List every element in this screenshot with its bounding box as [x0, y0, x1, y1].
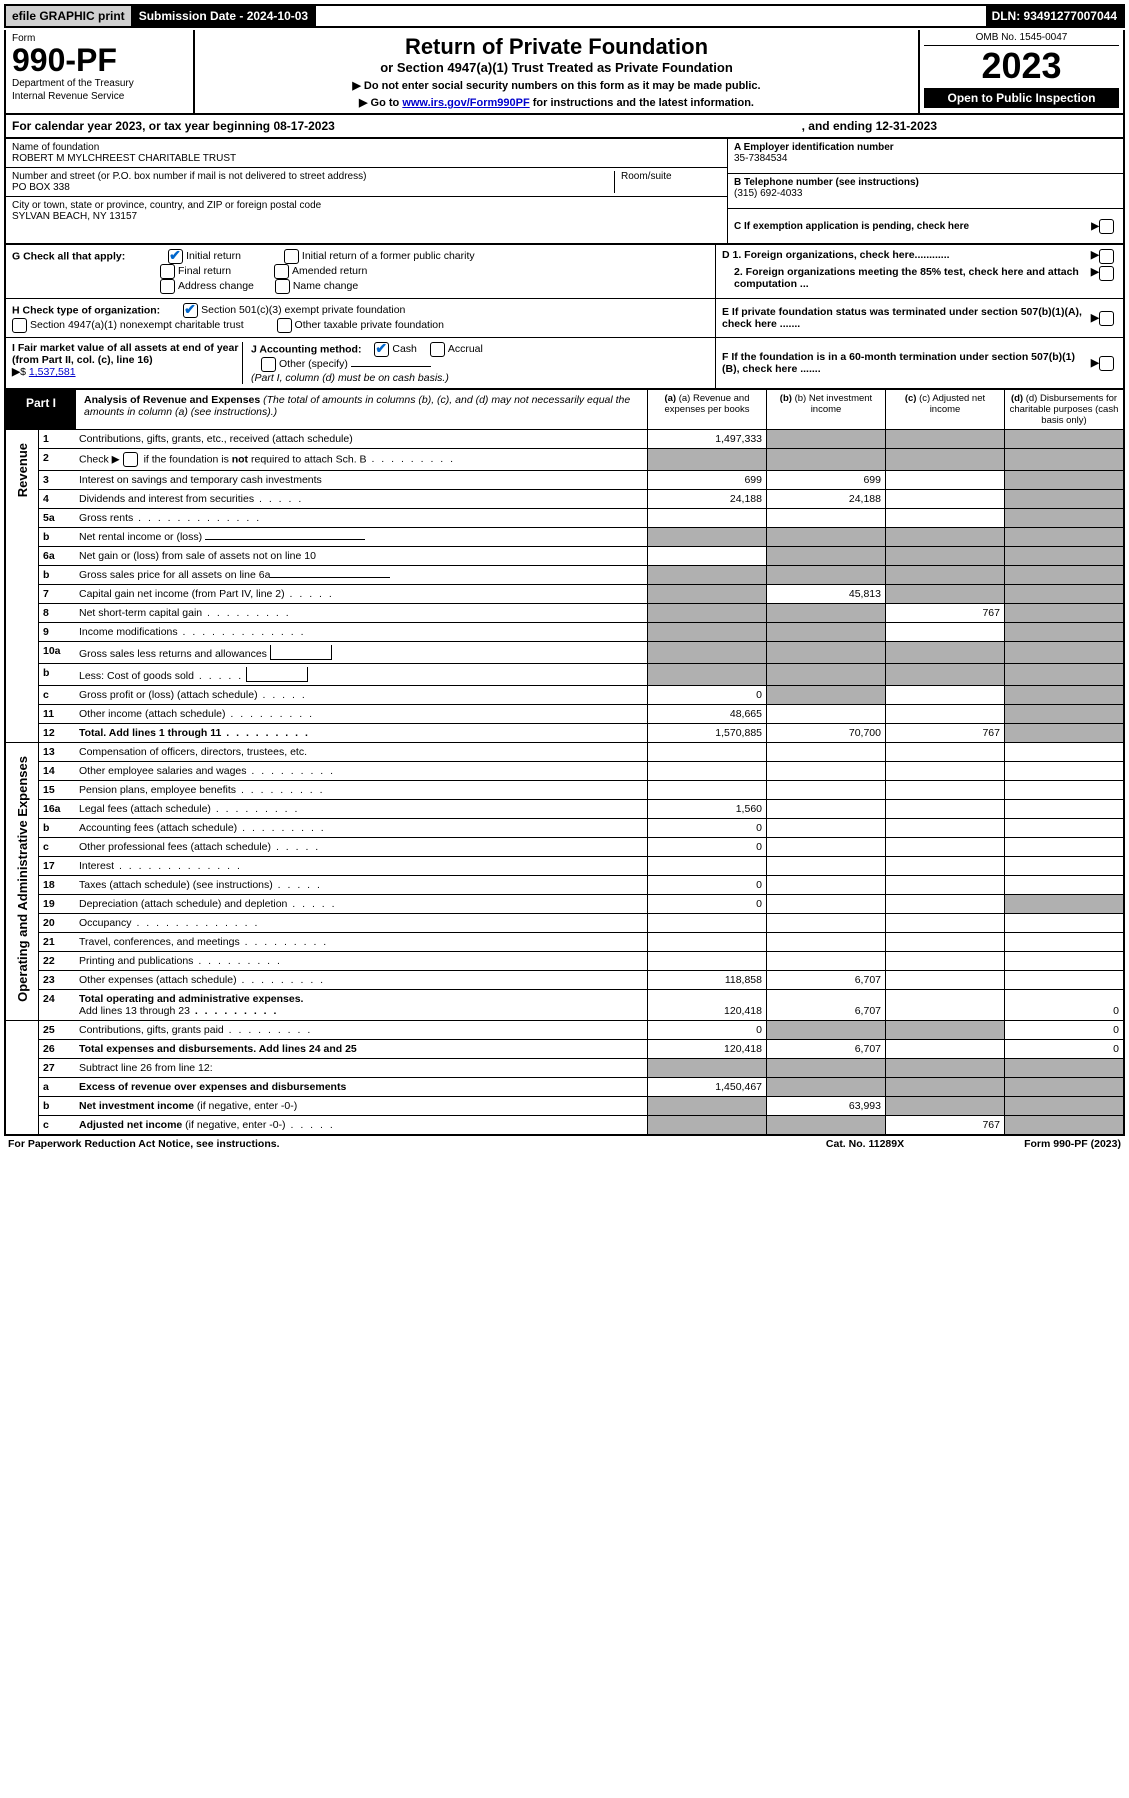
g-initial-return[interactable]	[168, 249, 183, 264]
table-row: 17Interest	[5, 857, 1124, 876]
g-name-change[interactable]	[275, 279, 290, 294]
table-row: 5aGross rents	[5, 509, 1124, 528]
table-row: 18Taxes (attach schedule) (see instructi…	[5, 876, 1124, 895]
form-header: Form 990-PF Department of the Treasury I…	[4, 30, 1125, 115]
table-row: 20Occupancy	[5, 914, 1124, 933]
dept-irs: Internal Revenue Service	[12, 91, 187, 102]
page-footer: For Paperwork Reduction Act Notice, see …	[4, 1136, 1125, 1152]
part1-table: Revenue 1Contributions, gifts, grants, e…	[4, 430, 1125, 1136]
ein-cell: A Employer identification number 35-7384…	[728, 139, 1123, 174]
j-other[interactable]	[261, 357, 276, 372]
col-a-header: (a) (a) Revenue and expenses per books	[647, 390, 766, 429]
col-c-header: (c) (c) Adjusted net income	[885, 390, 1004, 429]
g-initial-former[interactable]	[284, 249, 299, 264]
expenses-side-label: Operating and Administrative Expenses	[15, 746, 30, 1012]
instruction-2: ▶ Go to www.irs.gov/Form990PF for instru…	[203, 96, 910, 109]
table-row: 12Total. Add lines 1 through 11 1,570,88…	[5, 724, 1124, 743]
revenue-side-label: Revenue	[15, 433, 30, 507]
table-row: Revenue 1Contributions, gifts, grants, e…	[5, 430, 1124, 449]
open-public-badge: Open to Public Inspection	[924, 88, 1119, 108]
form-subtitle: or Section 4947(a)(1) Trust Treated as P…	[203, 60, 910, 75]
instruction-1: ▶ Do not enter social security numbers o…	[203, 79, 910, 92]
dept-treasury: Department of the Treasury	[12, 78, 187, 89]
col-b-header: (b) (b) Net investment income	[766, 390, 885, 429]
table-row: 15Pension plans, employee benefits	[5, 781, 1124, 800]
table-row: bAccounting fees (attach schedule) 0	[5, 819, 1124, 838]
table-row: 14Other employee salaries and wages	[5, 762, 1124, 781]
form-title: Return of Private Foundation	[203, 34, 910, 60]
tax-year: 2023	[924, 46, 1119, 86]
form990pf-link[interactable]: www.irs.gov/Form990PF	[402, 97, 529, 109]
address-cell: Number and street (or P.O. box number if…	[6, 168, 727, 197]
g-final-return[interactable]	[160, 264, 175, 279]
foundation-name-cell: Name of foundation ROBERT M MYLCHREEST C…	[6, 139, 727, 168]
cat-no: Cat. No. 11289X	[826, 1138, 904, 1150]
table-row: bLess: Cost of goods sold	[5, 664, 1124, 686]
form-ref: Form 990-PF (2023)	[1024, 1138, 1121, 1150]
table-row: cGross profit or (loss) (attach schedule…	[5, 686, 1124, 705]
g-amended-return[interactable]	[274, 264, 289, 279]
fmv-link[interactable]: 1,537,581	[29, 366, 76, 378]
table-row: 8Net short-term capital gain 767	[5, 604, 1124, 623]
paperwork-notice: For Paperwork Reduction Act Notice, see …	[8, 1138, 280, 1150]
top-bar: efile GRAPHIC print Submission Date - 20…	[4, 4, 1125, 28]
table-row: bNet investment income (if negative, ent…	[5, 1097, 1124, 1116]
form-number: 990-PF	[12, 44, 187, 76]
dln: DLN: 93491277007044	[986, 6, 1123, 26]
section-c: C If exemption application is pending, c…	[728, 209, 1123, 243]
table-row: 10aGross sales less returns and allowanc…	[5, 642, 1124, 664]
phone-cell: B Telephone number (see instructions) (3…	[728, 174, 1123, 209]
header-left: Form 990-PF Department of the Treasury I…	[6, 30, 195, 113]
j-cash[interactable]	[374, 342, 389, 357]
part1-label: Part I	[6, 390, 76, 429]
table-row: 26Total expenses and disbursements. Add …	[5, 1040, 1124, 1059]
part1-header: Part I Analysis of Revenue and Expenses …	[4, 390, 1125, 430]
table-row: 6aNet gain or (loss) from sale of assets…	[5, 547, 1124, 566]
header-right: OMB No. 1545-0047 2023 Open to Public In…	[918, 30, 1123, 113]
g-address-change[interactable]	[160, 279, 175, 294]
d1-checkbox[interactable]	[1099, 249, 1114, 264]
col-d-header: (d) (d) Disbursements for charitable pur…	[1004, 390, 1123, 429]
efile-print-button[interactable]: efile GRAPHIC print	[6, 6, 133, 26]
table-row: 11Other income (attach schedule) 48,665	[5, 705, 1124, 724]
table-row: cOther professional fees (attach schedul…	[5, 838, 1124, 857]
line2-checkbox[interactable]	[123, 452, 138, 467]
table-row: Operating and Administrative Expenses 13…	[5, 743, 1124, 762]
h-501c3[interactable]	[183, 303, 198, 318]
table-row: aExcess of revenue over expenses and dis…	[5, 1078, 1124, 1097]
h-4947a1[interactable]	[12, 318, 27, 333]
h-other-taxable[interactable]	[277, 318, 292, 333]
table-row: 2Check ▶ if the foundation is not requir…	[5, 449, 1124, 471]
calendar-year-row: For calendar year 2023, or tax year begi…	[4, 115, 1125, 139]
table-row: 24Total operating and administrative exp…	[5, 990, 1124, 1021]
table-row: 9Income modifications	[5, 623, 1124, 642]
j-accrual[interactable]	[430, 342, 445, 357]
entity-info: Name of foundation ROBERT M MYLCHREEST C…	[4, 139, 1125, 245]
table-row: 7Capital gain net income (from Part IV, …	[5, 585, 1124, 604]
city-cell: City or town, state or province, country…	[6, 197, 727, 225]
table-row: bNet rental income or (loss)	[5, 528, 1124, 547]
table-row: 19Depreciation (attach schedule) and dep…	[5, 895, 1124, 914]
part1-desc: Analysis of Revenue and Expenses (The to…	[76, 390, 647, 429]
e-checkbox[interactable]	[1099, 311, 1114, 326]
section-i-j-f: I Fair market value of all assets at end…	[4, 338, 1125, 390]
table-row: 16aLegal fees (attach schedule) 1,560	[5, 800, 1124, 819]
table-row: 21Travel, conferences, and meetings	[5, 933, 1124, 952]
table-row: 27Subtract line 26 from line 12:	[5, 1059, 1124, 1078]
table-row: bGross sales price for all assets on lin…	[5, 566, 1124, 585]
omb-number: OMB No. 1545-0047	[924, 32, 1119, 46]
table-row: 22Printing and publications	[5, 952, 1124, 971]
table-row: 3Interest on savings and temporary cash …	[5, 471, 1124, 490]
d2-checkbox[interactable]	[1099, 266, 1114, 281]
table-row: cAdjusted net income (if negative, enter…	[5, 1116, 1124, 1136]
c-checkbox[interactable]	[1099, 219, 1114, 234]
table-row: 25Contributions, gifts, grants paid 00	[5, 1021, 1124, 1040]
header-center: Return of Private Foundation or Section …	[195, 30, 918, 113]
section-g-d: G Check all that apply: Initial return I…	[4, 245, 1125, 299]
table-row: 23Other expenses (attach schedule) 118,8…	[5, 971, 1124, 990]
table-row: 4Dividends and interest from securities …	[5, 490, 1124, 509]
submission-date: Submission Date - 2024-10-03	[133, 6, 316, 26]
f-checkbox[interactable]	[1099, 356, 1114, 371]
section-h-e: H Check type of organization: Section 50…	[4, 299, 1125, 338]
